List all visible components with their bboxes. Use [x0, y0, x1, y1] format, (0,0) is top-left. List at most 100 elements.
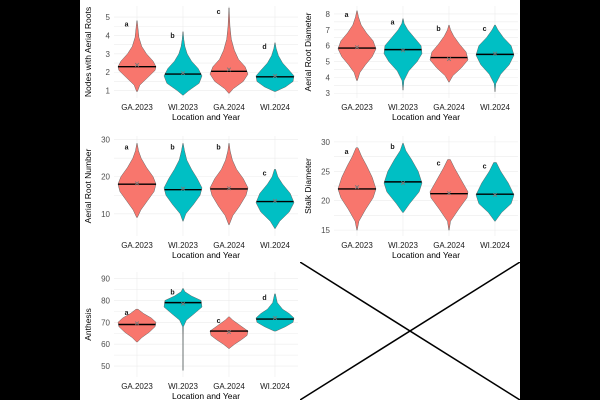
mean-stroke	[400, 48, 406, 53]
diameter-mean-marker-WI.2024	[492, 51, 498, 56]
stalk-letter-WI.2024: c	[483, 163, 487, 170]
number-violin-WI.2024	[255, 169, 295, 229]
number-mean-marker-GA.2023	[134, 181, 140, 186]
anthesis-xtick-label: WI.2024	[260, 382, 290, 391]
mean-stroke	[180, 71, 186, 76]
nodes-letter-GA.2023: a	[125, 22, 129, 29]
stalk-xtick-label: WI.2023	[388, 241, 418, 250]
diameter-ytick-label: 5	[326, 58, 331, 67]
anthesis-ytick-label: 70	[101, 318, 110, 327]
stalk-letter-GA.2023: a	[345, 149, 349, 156]
nodes-letter-WI.2024: d	[262, 44, 266, 51]
stalk-ytick-label: 15	[321, 226, 330, 235]
mean-stroke	[134, 181, 140, 186]
nodes-ytick-label: 5	[106, 13, 111, 22]
diameter-violin-WI.2024	[475, 24, 515, 92]
stalk-letter-WI.2023: b	[390, 144, 394, 151]
stalk-ytick-label: 20	[321, 197, 330, 206]
anthesis-mean-marker-WI.2023	[180, 301, 186, 306]
nodes-xtick-label: WI.2023	[168, 103, 198, 112]
diameter-violin-GA.2024	[429, 24, 469, 83]
number-xlabel: Location and Year	[172, 250, 240, 260]
diameter-letter-WI.2023: a	[391, 20, 395, 27]
diameter-letter-GA.2023: a	[345, 12, 349, 19]
stalk-mean-marker-WI.2023	[400, 180, 406, 186]
mean-stroke	[272, 315, 278, 321]
anthesis-ytick-label: 80	[101, 296, 110, 305]
diameter-xtick-label: GA.2023	[341, 103, 373, 112]
stalk-violin-GA.2024	[429, 159, 469, 231]
number-violin-GA.2023	[117, 143, 157, 218]
stalk-letter-GA.2024: c	[437, 161, 441, 168]
stalk-violin-WI.2023	[383, 142, 423, 213]
number-ylabel: Aerial Root Number	[83, 149, 93, 224]
nodes-xlabel: Location and Year	[172, 112, 240, 122]
stalk-ylabel: Stalk Diameter	[303, 158, 313, 214]
anthesis-mean-marker-WI.2024	[272, 315, 278, 321]
nodes-xtick-label: GA.2023	[121, 103, 153, 112]
nodes-mean-marker-WI.2024	[272, 73, 278, 79]
number-xtick-label: WI.2023	[168, 241, 198, 250]
anthesis-violin-GA.2023	[117, 308, 157, 343]
diameter-ytick-label: 6	[326, 42, 331, 51]
mean-stroke	[226, 67, 232, 72]
nodes-panel: 1 2 3 4 5 a GA.2023 b WI.2023 c GA.2024 d WI.2024 Loc…	[80, 0, 300, 131]
diameter-mean-marker-WI.2023	[400, 48, 406, 53]
mean-stroke	[354, 185, 360, 190]
anthesis-letter-GA.2024: c	[217, 318, 221, 325]
diameter-mean-marker-GA.2024	[446, 57, 452, 62]
mean-stroke	[400, 180, 406, 186]
number-letter-GA.2024: b	[216, 144, 220, 151]
nodes-mean-marker-WI.2023	[180, 71, 186, 76]
stalk-xtick-label: WI.2024	[480, 241, 510, 250]
number-violin-WI.2023	[163, 143, 203, 222]
stalk-panel: 15 20 25 30 a GA.2023 b WI.2023 c GA.2024 c WI.2024…	[300, 131, 520, 262]
number-ytick-label: 10	[101, 210, 110, 219]
number-xtick-label: GA.2024	[213, 241, 245, 250]
number-ytick-label: 20	[101, 173, 110, 182]
figure-canvas: 1 2 3 4 5 a GA.2023 b WI.2023 c GA.2024 d WI.2024 Loc…	[80, 0, 520, 400]
mean-stroke	[492, 192, 498, 197]
nodes-xtick-label: GA.2024	[213, 103, 245, 112]
number-mean-marker-GA.2024	[226, 186, 232, 191]
mean-stroke	[226, 330, 232, 335]
anthesis-ytick-label: 50	[101, 362, 110, 371]
anthesis-letter-WI.2024: d	[262, 295, 266, 302]
diameter-xtick-label: WI.2024	[480, 103, 510, 112]
nodes-mean-marker-GA.2024	[226, 67, 232, 72]
diameter-ylabel: Aerial Root Diameter	[303, 12, 313, 91]
anthesis-xtick-label: WI.2023	[168, 382, 198, 391]
nodes-xtick-label: WI.2024	[260, 103, 290, 112]
stalk-mean-marker-WI.2024	[492, 192, 498, 197]
nodes-ytick-label: 3	[106, 50, 111, 59]
anthesis-panel: 50 60 70 80 90 a GA.2023 b WI.2023 c GA.2024 d WI.20…	[80, 262, 300, 400]
mean-stroke	[134, 62, 140, 67]
stalk-mean-marker-GA.2023	[354, 185, 360, 190]
anthesis-ytick-label: 60	[101, 340, 110, 349]
nodes-ytick-label: 2	[106, 68, 111, 77]
number-ytick-label: 30	[101, 136, 110, 145]
diameter-ytick-label: 3	[326, 89, 331, 98]
nodes-violin-WI.2024	[255, 42, 295, 92]
anthesis-mean-marker-GA.2023	[134, 321, 140, 326]
mean-stroke	[492, 51, 498, 56]
anthesis-violin-WI.2023	[163, 288, 203, 371]
stalk-xtick-label: GA.2023	[341, 241, 373, 250]
cross-line-up	[300, 262, 520, 400]
number-mean-marker-WI.2023	[180, 186, 186, 191]
diameter-ytick-label: 7	[326, 26, 331, 35]
number-panel: 10 20 30 a GA.2023 b WI.2023 b GA.2024 c WI.2024 Lo…	[80, 131, 300, 262]
nodes-violin-GA.2023	[117, 20, 157, 92]
anthesis-xlabel: Location and Year	[172, 391, 240, 400]
number-mean-marker-WI.2024	[272, 198, 278, 203]
anthesis-mean-marker-GA.2024	[226, 330, 232, 335]
diameter-violin-GA.2023	[337, 10, 377, 81]
mean-stroke	[446, 190, 452, 196]
number-xtick-label: WI.2024	[260, 241, 290, 250]
stalk-xtick-label: GA.2024	[433, 241, 465, 250]
mean-stroke	[354, 45, 360, 50]
stalk-ytick-label: 25	[321, 167, 330, 176]
stalk-ytick-label: 30	[321, 138, 330, 147]
diameter-ytick-label: 8	[326, 10, 331, 19]
mean-stroke	[134, 321, 140, 326]
